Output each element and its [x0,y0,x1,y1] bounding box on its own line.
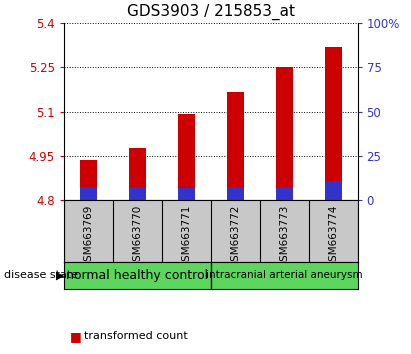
Text: GSM663770: GSM663770 [132,204,142,268]
Text: intracranial arterial aneurysm: intracranial arterial aneurysm [206,270,363,280]
Bar [80,160,97,200]
Bar [178,188,195,200]
Bar [129,148,146,200]
Text: GSM663772: GSM663772 [230,204,240,268]
Text: GSM663774: GSM663774 [328,204,338,268]
Text: GSM663769: GSM663769 [83,204,93,268]
Bar [325,47,342,200]
Text: disease state: disease state [4,270,78,280]
Bar [226,187,244,200]
Bar [178,114,195,200]
Text: GSM663773: GSM663773 [279,204,289,268]
Text: ■: ■ [70,353,82,354]
Title: GDS3903 / 215853_at: GDS3903 / 215853_at [127,4,295,20]
Text: GSM663771: GSM663771 [181,204,191,268]
Bar [275,187,293,200]
Bar [226,92,244,200]
Bar [275,67,293,200]
Text: transformed count: transformed count [84,331,188,341]
Text: ▶: ▶ [55,270,64,280]
Text: ■: ■ [70,330,82,343]
Bar [129,187,146,200]
Text: normal healthy control: normal healthy control [66,269,208,282]
Bar [80,187,97,200]
Bar [325,181,342,200]
